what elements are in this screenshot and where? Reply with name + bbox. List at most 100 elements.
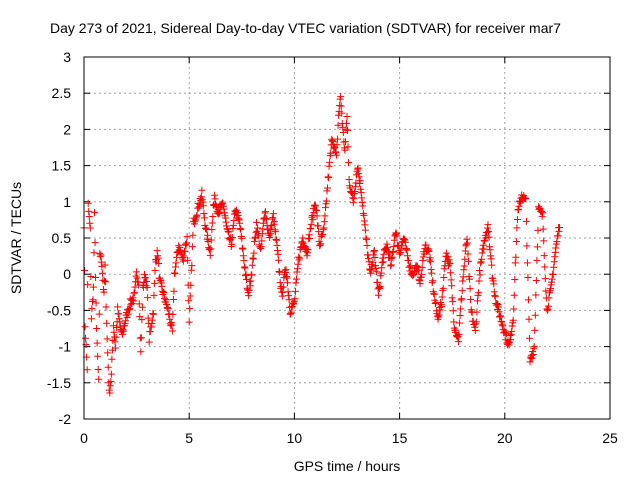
data-point bbox=[460, 266, 468, 274]
data-point bbox=[305, 231, 313, 239]
data-point bbox=[361, 226, 369, 234]
data-point bbox=[285, 292, 293, 300]
data-point bbox=[245, 286, 253, 294]
data-point bbox=[185, 318, 193, 326]
data-point bbox=[471, 323, 479, 331]
data-point bbox=[460, 262, 468, 270]
data-point bbox=[294, 260, 302, 268]
x-axis-label: GPS time / hours bbox=[294, 458, 401, 474]
data-point bbox=[181, 247, 189, 255]
data-point bbox=[363, 241, 371, 249]
data-point bbox=[437, 301, 445, 309]
data-point bbox=[249, 255, 257, 263]
data-point bbox=[135, 300, 143, 308]
x-tick-label: 20 bbox=[497, 430, 513, 446]
data-point bbox=[554, 232, 562, 240]
data-point bbox=[283, 272, 291, 280]
data-point bbox=[383, 240, 391, 248]
data-point bbox=[188, 243, 196, 251]
data-point bbox=[466, 285, 474, 293]
data-point bbox=[371, 254, 379, 262]
data-point bbox=[402, 245, 410, 253]
data-point bbox=[98, 262, 106, 270]
data-point bbox=[550, 263, 558, 271]
data-point bbox=[83, 366, 91, 374]
data-point bbox=[358, 199, 366, 207]
data-point bbox=[362, 235, 370, 243]
data-point bbox=[222, 218, 230, 226]
data-point bbox=[538, 208, 546, 216]
data-point bbox=[269, 210, 277, 218]
data-point bbox=[102, 303, 110, 311]
data-point bbox=[304, 249, 312, 257]
data-point bbox=[176, 246, 184, 254]
data-point bbox=[312, 206, 320, 214]
data-point bbox=[124, 310, 132, 318]
data-point bbox=[86, 224, 94, 232]
data-point bbox=[247, 277, 255, 285]
y-tick-label: 0.5 bbox=[52, 230, 72, 246]
data-point bbox=[544, 305, 552, 313]
data-point bbox=[113, 324, 121, 332]
data-point bbox=[208, 225, 216, 233]
data-point bbox=[532, 277, 540, 285]
data-point bbox=[147, 323, 155, 331]
data-point bbox=[241, 272, 249, 280]
data-point bbox=[130, 289, 138, 297]
data-point bbox=[513, 224, 521, 232]
data-point bbox=[455, 330, 463, 338]
data-point bbox=[303, 252, 311, 260]
data-point bbox=[349, 194, 357, 202]
data-point bbox=[296, 254, 304, 262]
data-point bbox=[261, 209, 269, 217]
data-point bbox=[371, 262, 379, 270]
data-point bbox=[333, 141, 341, 149]
data-point bbox=[186, 305, 194, 313]
data-point bbox=[134, 278, 142, 286]
data-point bbox=[389, 248, 397, 256]
data-point bbox=[401, 238, 409, 246]
data-point bbox=[473, 308, 481, 316]
data-point bbox=[464, 250, 472, 258]
data-point bbox=[240, 257, 248, 265]
data-point bbox=[205, 246, 213, 254]
data-point bbox=[435, 311, 443, 319]
data-point bbox=[462, 242, 470, 250]
data-point bbox=[244, 286, 252, 294]
x-tick-label: 0 bbox=[80, 430, 88, 446]
data-point bbox=[436, 306, 444, 314]
data-point bbox=[533, 243, 541, 251]
data-point bbox=[387, 261, 395, 269]
data-point bbox=[221, 214, 229, 222]
data-point bbox=[350, 195, 358, 203]
data-point bbox=[258, 230, 266, 238]
data-point bbox=[219, 202, 227, 210]
data-point bbox=[349, 199, 357, 207]
data-point bbox=[92, 299, 100, 307]
data-point bbox=[413, 262, 421, 270]
data-point bbox=[532, 291, 540, 299]
data-point bbox=[387, 262, 395, 270]
data-point bbox=[219, 199, 227, 207]
data-point bbox=[149, 310, 157, 318]
data-point bbox=[82, 334, 90, 342]
data-point bbox=[416, 280, 424, 288]
data-point bbox=[163, 300, 171, 308]
data-point bbox=[127, 301, 135, 309]
data-point bbox=[522, 195, 530, 203]
data-point bbox=[527, 355, 535, 363]
data-point bbox=[331, 148, 339, 156]
data-point bbox=[491, 293, 499, 301]
data-point bbox=[160, 289, 168, 297]
data-point bbox=[98, 269, 106, 277]
data-point bbox=[261, 208, 269, 216]
data-point bbox=[556, 224, 564, 232]
data-point bbox=[100, 288, 108, 296]
data-point bbox=[448, 282, 456, 290]
grid-lines bbox=[84, 57, 610, 419]
data-point bbox=[481, 237, 489, 245]
data-point bbox=[155, 260, 163, 268]
data-point bbox=[183, 233, 191, 241]
data-point bbox=[426, 254, 434, 262]
data-point bbox=[208, 219, 216, 227]
